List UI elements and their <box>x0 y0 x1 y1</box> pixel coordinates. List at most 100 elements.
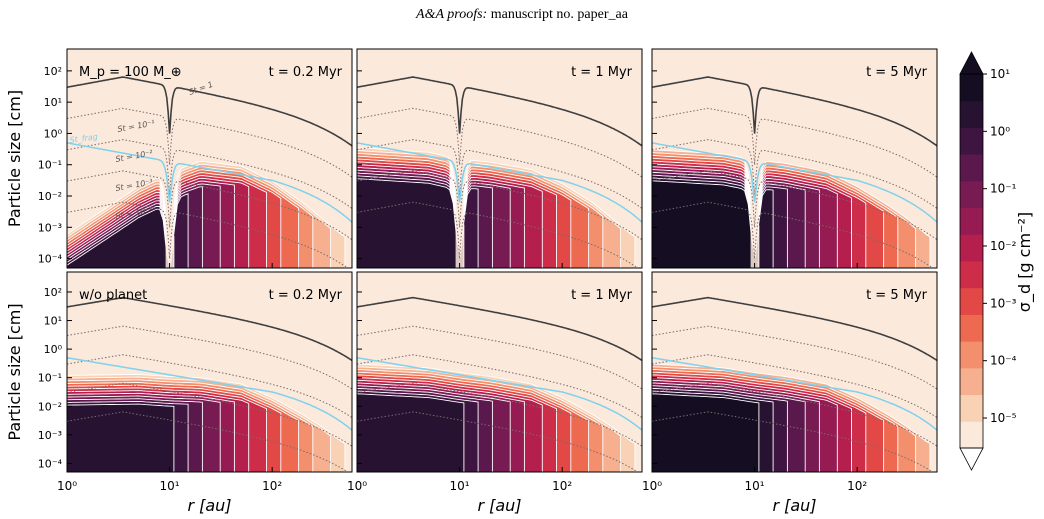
stokes-curve-st1 <box>357 296 642 362</box>
x-tick-label: 10² <box>847 479 867 493</box>
density-band <box>652 393 760 472</box>
stokes-curve-dotted <box>652 325 937 390</box>
colorbar-segment <box>960 367 983 396</box>
stokes-curve-dotted <box>652 354 937 419</box>
stokes-curve-st1 <box>67 296 352 362</box>
frag-curve <box>652 142 937 223</box>
stokes-curve-dotted <box>67 107 352 178</box>
y-axis-label: Particle size [cm] <box>5 90 24 227</box>
colorbar-segment <box>960 180 983 209</box>
colorbar-segment <box>960 421 983 449</box>
y-tick-label: 10⁰ <box>44 343 63 356</box>
density-field <box>67 49 352 268</box>
density-field <box>67 296 352 472</box>
stokes-curve-dotted <box>67 325 352 390</box>
colorbar-segment <box>960 100 983 128</box>
colorbar-segment <box>960 341 983 369</box>
stokes-curve-dotted <box>67 411 349 472</box>
stokes-curve-st1 <box>652 296 937 362</box>
frag-curve <box>67 142 352 223</box>
panel-frame <box>356 271 643 473</box>
y-tick-label: 10⁻⁴ <box>38 457 63 470</box>
density-band <box>357 393 465 472</box>
x-tick-label: 10⁰ <box>57 479 77 493</box>
header-journal: A&A proofs: <box>415 7 487 22</box>
density-band <box>357 178 465 268</box>
panel-frame <box>356 48 643 269</box>
density-field <box>357 49 642 268</box>
density-band <box>67 208 175 268</box>
stokes-curve-dotted <box>357 325 642 390</box>
colorbar-segment <box>960 234 983 262</box>
colorbar-segment <box>960 127 983 155</box>
time-label: t = 1 Myr <box>571 65 633 80</box>
curve-label: St_frag <box>69 132 98 145</box>
x-tick-label: 10⁰ <box>642 479 662 493</box>
density-band <box>652 180 760 268</box>
colorbar-frame <box>959 73 984 449</box>
stokes-curve-dotted <box>357 411 639 472</box>
colorbar-segment <box>960 261 983 289</box>
panel-frame <box>651 48 938 269</box>
panel-4: w/o planet t = 0.2 Myr 10⁻⁴ 10⁻³ 10⁻² 10⁻¹ 10⁰… <box>5 271 353 515</box>
x-tick-label: 10¹ <box>450 479 470 493</box>
stokes-curve-dotted <box>652 170 937 241</box>
frag-curve <box>67 356 352 431</box>
time-label: t = 0.2 Myr <box>269 65 343 80</box>
colorbar-segment <box>960 154 983 182</box>
stokes-curve-dotted <box>67 382 352 447</box>
y-tick-label: 10⁻¹ <box>38 159 62 172</box>
y-tick-label: 10² <box>44 65 62 78</box>
x-axis-label: r [au] <box>187 496 231 515</box>
stokes-curve-dotted <box>652 139 937 209</box>
colorbar-label: σ_d [g cm⁻²] <box>1015 212 1035 312</box>
panel-grid: St = 1St = 10⁻¹St = 10⁻²St = 10⁻³St = 10… <box>5 48 938 515</box>
y-tick-label: 10⁻² <box>38 400 62 413</box>
colorbar-tick-label: 10⁰ <box>990 124 1010 138</box>
x-axis-label: r [au] <box>477 496 521 515</box>
y-tick-label: 10¹ <box>44 96 62 109</box>
colorbar-tick-label: 10¹ <box>990 67 1010 81</box>
stokes-curve-dotted <box>67 201 349 268</box>
time-label: t = 5 Myr <box>866 65 928 80</box>
panel-frame <box>66 271 353 473</box>
y-tick-label: 10⁻³ <box>38 221 62 234</box>
stokes-curve-dotted <box>652 107 937 178</box>
x-tick-label: 10¹ <box>745 479 765 493</box>
y-tick-label: 10² <box>44 286 62 299</box>
colorbar-extend-top <box>959 51 984 75</box>
panel-1: St = 1St = 10⁻¹St = 10⁻²St = 10⁻³St = 10… <box>5 48 353 269</box>
colorbar-segment <box>960 207 983 235</box>
density-field <box>652 296 937 472</box>
stokes-curve-dotted <box>652 382 937 447</box>
colorbar-extend-bottom <box>959 447 984 471</box>
y-tick-label: 10¹ <box>44 315 62 328</box>
density-band <box>67 403 175 472</box>
x-tick-label: 10² <box>262 479 282 493</box>
x-tick-label: 10¹ <box>160 479 180 493</box>
colorbar-tick-label: 10⁻² <box>990 239 1017 253</box>
stokes-curve-dotted <box>357 354 642 419</box>
colorbar-tick-label: 10⁻³ <box>990 296 1017 310</box>
stokes-curve-dotted <box>357 201 639 268</box>
y-tick-label: 10⁻³ <box>38 429 62 442</box>
page-header: A&A proofs: manuscript no. paper_aa <box>415 7 629 22</box>
y-tick-label: 10⁻¹ <box>38 372 62 385</box>
y-tick-label: 10⁰ <box>44 127 63 140</box>
stokes-curve-dotted <box>652 411 934 472</box>
stokes-curve-st1 <box>652 76 937 147</box>
stokes-curve-dotted <box>357 382 642 447</box>
density-field <box>357 296 642 472</box>
frag-curve <box>357 356 642 431</box>
y-axis-label: Particle size [cm] <box>5 303 24 440</box>
stokes-curve-dotted <box>357 139 642 209</box>
time-label: t = 1 Myr <box>571 288 633 303</box>
panel-frame <box>651 271 938 473</box>
stokes-curve-dotted <box>67 170 352 241</box>
panel-frame <box>66 48 353 269</box>
y-tick-label: 10⁻⁴ <box>38 253 63 266</box>
header-manuscript: manuscript no. paper_aa <box>487 7 629 22</box>
y-tick-label: 10⁻² <box>38 190 62 203</box>
panel-6: t = 5 Myr 10⁰ 10¹ 10² r [au] <box>642 271 938 515</box>
